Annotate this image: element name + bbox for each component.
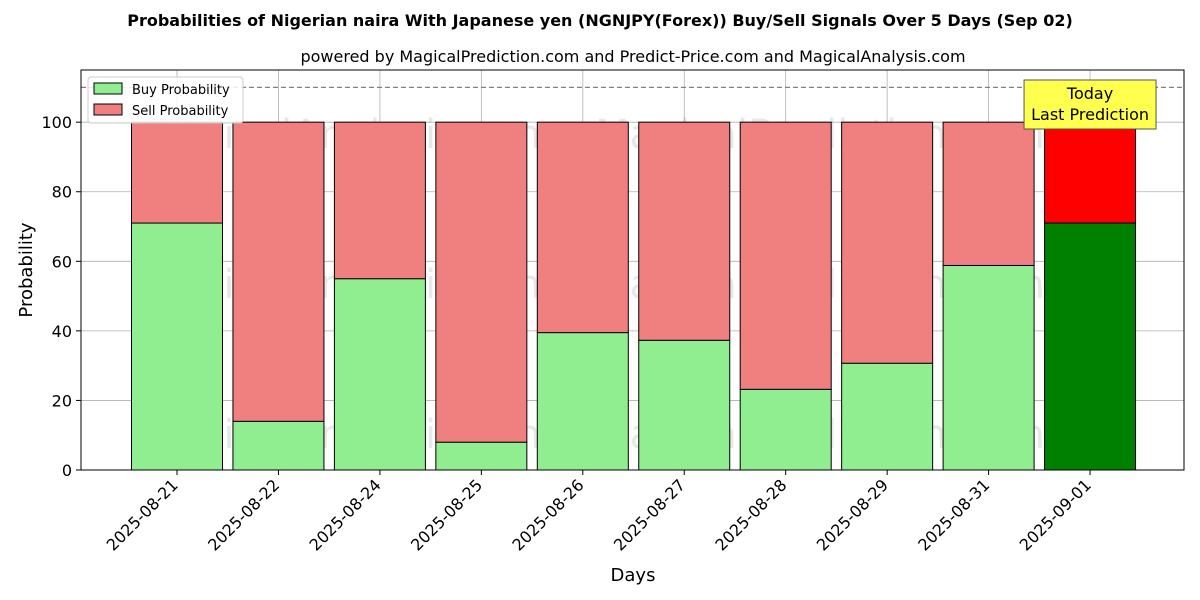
- x-tick-label: 2025-09-01: [1016, 475, 1095, 554]
- chart-subtitle: powered by MagicalPrediction.com and Pre…: [300, 47, 965, 66]
- x-axis: 2025-08-21 2025-08-22 2025-08-24 2025-08-25…: [103, 470, 1095, 555]
- x-tick-label: 2025-08-29: [813, 475, 892, 554]
- x-axis-label: Days: [611, 565, 656, 586]
- legend-swatch: [93, 103, 123, 116]
- buy-bar: [942, 264, 1035, 471]
- x-tick-label: 2025-08-31: [914, 475, 993, 554]
- y-tick-label: 0: [62, 461, 72, 480]
- chart-title: Probabilities of Nigerian naira With Jap…: [127, 11, 1073, 30]
- today-annotation: Today Last Prediction: [1023, 79, 1157, 130]
- legend-label: Sell Probability: [132, 104, 229, 119]
- sell-bar: [131, 121, 223, 224]
- legend-label: Buy Probability: [132, 83, 230, 98]
- y-axis-label: Probability: [16, 222, 37, 317]
- buy-bar: [536, 332, 629, 471]
- x-tick-label: 2025-08-27: [610, 475, 689, 554]
- buy-bar: [333, 278, 426, 471]
- y-tick-label: 60: [52, 252, 72, 271]
- buy-bar: [841, 362, 934, 471]
- y-tick-label: 40: [52, 322, 72, 341]
- buy-bar: [1044, 222, 1137, 471]
- x-tick-label: 2025-08-26: [508, 475, 587, 554]
- sell-bar: [1044, 121, 1137, 224]
- x-tick-label: 2025-08-24: [306, 475, 385, 554]
- buy-bar: [131, 222, 223, 471]
- annotation-text: Last Prediction: [1031, 105, 1149, 124]
- legend-box: [87, 76, 244, 124]
- buy-bar: [739, 388, 832, 471]
- legend-swatch: [93, 82, 123, 95]
- plot-area-frame: [80, 69, 1185, 471]
- sell-bar: [942, 121, 1035, 266]
- annotation-box: [1023, 79, 1157, 130]
- sell-bar: [536, 121, 629, 334]
- buy-bar: [638, 339, 731, 471]
- sell-bar: [232, 121, 325, 422]
- sell-bar: [841, 121, 934, 364]
- bars: [131, 121, 1137, 471]
- x-tick-label: 2025-08-21: [103, 475, 182, 554]
- y-axis: 0 20 40 60 80 100: [41, 113, 81, 480]
- buy-bar: [232, 420, 325, 471]
- sell-bar: [435, 121, 528, 443]
- x-tick-label: 2025-08-25: [407, 475, 486, 554]
- sell-bar: [638, 121, 731, 341]
- sell-bar: [739, 121, 832, 390]
- legend: Buy Probability Sell Probability: [87, 76, 244, 124]
- x-tick-label: 2025-08-28: [711, 475, 790, 554]
- y-tick-label: 80: [52, 183, 72, 202]
- x-tick-label: 2025-08-22: [204, 475, 283, 554]
- sell-bar: [333, 121, 426, 280]
- y-tick-label: 100: [41, 113, 72, 132]
- y-tick-label: 20: [52, 391, 72, 410]
- annotation-text: Today: [1066, 84, 1113, 103]
- buy-bar: [435, 441, 528, 471]
